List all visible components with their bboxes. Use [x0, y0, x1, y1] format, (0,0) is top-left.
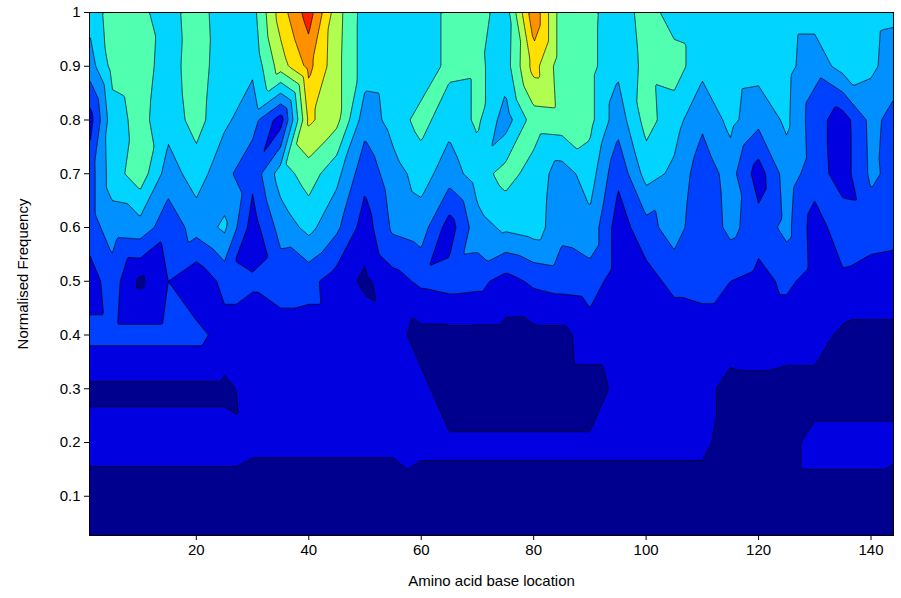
- svg-text:0.8: 0.8: [60, 111, 81, 128]
- svg-text:1: 1: [72, 3, 80, 20]
- svg-text:Amino acid base location: Amino acid base location: [408, 572, 575, 589]
- svg-text:0.3: 0.3: [60, 380, 81, 397]
- svg-text:60: 60: [413, 541, 430, 558]
- svg-text:0.2: 0.2: [60, 433, 81, 450]
- svg-text:80: 80: [525, 541, 542, 558]
- svg-text:20: 20: [188, 541, 205, 558]
- svg-text:100: 100: [634, 541, 659, 558]
- svg-text:40: 40: [300, 541, 317, 558]
- svg-text:120: 120: [746, 541, 771, 558]
- svg-text:0.6: 0.6: [60, 218, 81, 235]
- svg-text:140: 140: [858, 541, 883, 558]
- svg-text:0.1: 0.1: [60, 487, 81, 504]
- svg-text:0.7: 0.7: [60, 165, 81, 182]
- svg-text:0.4: 0.4: [60, 326, 81, 343]
- svg-text:0.5: 0.5: [60, 272, 81, 289]
- svg-text:Normalised Frequency: Normalised Frequency: [14, 198, 31, 349]
- svg-text:0.9: 0.9: [60, 57, 81, 74]
